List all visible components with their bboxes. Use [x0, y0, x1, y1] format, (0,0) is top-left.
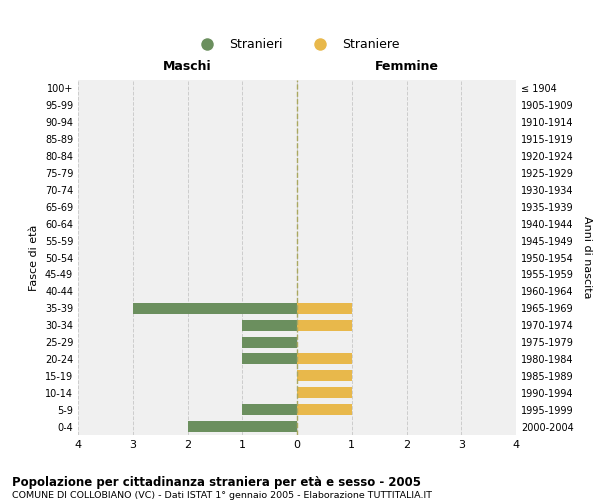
- Bar: [187, 421, 297, 432]
- Bar: [242, 336, 297, 347]
- Text: Popolazione per cittadinanza straniera per età e sesso - 2005: Popolazione per cittadinanza straniera p…: [12, 476, 421, 489]
- Text: Femmine: Femmine: [374, 60, 439, 73]
- Bar: [242, 320, 297, 330]
- Bar: [297, 370, 352, 382]
- Bar: [133, 302, 297, 314]
- Bar: [242, 354, 297, 364]
- Text: COMUNE DI COLLOBIANO (VC) - Dati ISTAT 1° gennaio 2005 - Elaborazione TUTTITALIA: COMUNE DI COLLOBIANO (VC) - Dati ISTAT 1…: [12, 491, 432, 500]
- Legend: Stranieri, Straniere: Stranieri, Straniere: [189, 33, 405, 56]
- Text: Maschi: Maschi: [163, 60, 212, 73]
- Bar: [297, 302, 352, 314]
- Y-axis label: Anni di nascita: Anni di nascita: [582, 216, 592, 298]
- Bar: [297, 354, 352, 364]
- Bar: [297, 387, 352, 398]
- Y-axis label: Fasce di età: Fasce di età: [29, 224, 39, 290]
- Bar: [297, 404, 352, 415]
- Bar: [242, 404, 297, 415]
- Bar: [297, 320, 352, 330]
